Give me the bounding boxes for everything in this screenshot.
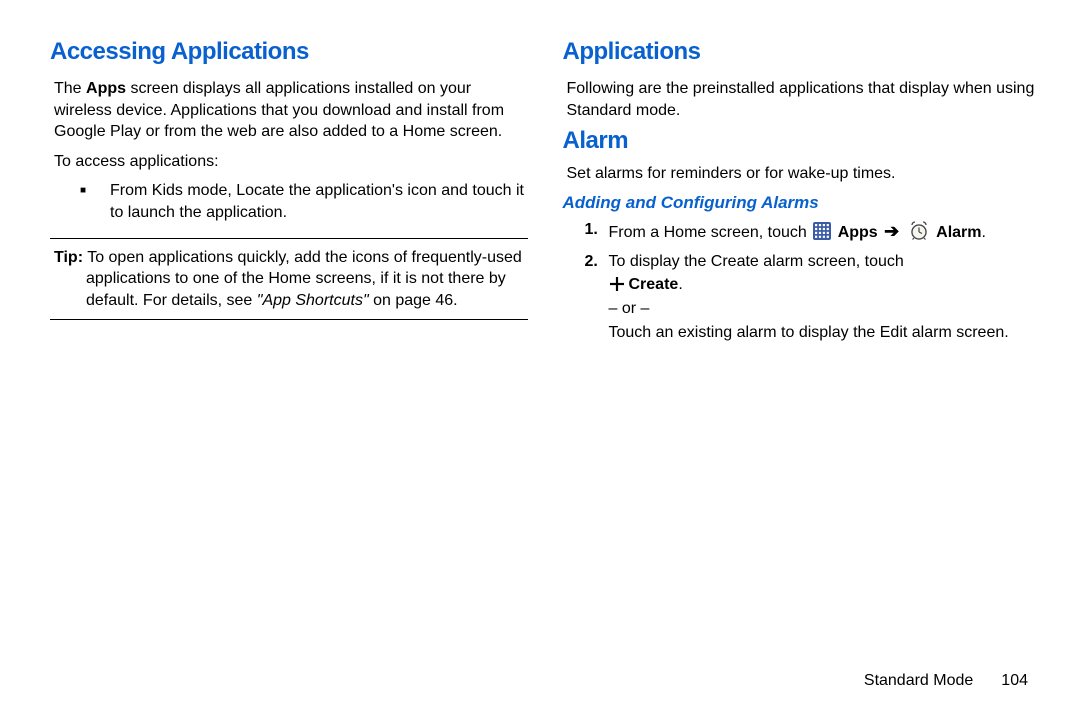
footer-page-number: 104 <box>1001 672 1028 689</box>
text-fragment: To display the Create alarm screen, touc… <box>609 253 904 270</box>
create-label: Create <box>629 276 679 293</box>
alarm-label: Alarm <box>936 224 981 241</box>
para-set-alarms: Set alarms for reminders or for wake-up … <box>567 163 1041 185</box>
footer-section-label: Standard Mode <box>864 672 973 689</box>
para-touch-existing: Touch an existing alarm to display the E… <box>609 322 1041 344</box>
step-1: 1. From a Home screen, touch Apps <box>585 219 1041 247</box>
step-body: To display the Create alarm screen, touc… <box>609 251 1041 296</box>
heading-adding-configuring: Adding and Configuring Alarms <box>563 193 1041 213</box>
tip-label: Tip: <box>54 249 83 266</box>
apps-label: Apps <box>838 224 878 241</box>
bullet-text: From Kids mode, Locate the application's… <box>110 180 528 223</box>
manual-page: Accessing Applications The Apps screen d… <box>0 0 1080 344</box>
text-fragment: . <box>982 224 986 241</box>
or-separator: – or – <box>609 300 1041 318</box>
text-fragment: . <box>678 276 682 293</box>
apps-grid-icon <box>813 222 831 247</box>
tip-block: Tip: To open applications quickly, add t… <box>50 238 528 321</box>
right-column: Applications Following are the preinstal… <box>563 38 1041 344</box>
arrow-icon: ➔ <box>884 221 899 241</box>
para-preinstalled: Following are the preinstalled applicati… <box>567 78 1041 121</box>
para-to-access: To access applications: <box>54 151 528 173</box>
page-footer: Standard Mode 104 <box>864 672 1028 690</box>
alarm-clock-icon <box>908 220 930 247</box>
plus-icon <box>609 276 625 292</box>
step-2: 2. To display the Create alarm screen, t… <box>585 251 1041 296</box>
tip-link-app-shortcuts[interactable]: "App Shortcuts" <box>257 292 369 309</box>
bullet-marker-icon: ■ <box>80 180 110 223</box>
para-apps-intro: The Apps screen displays all application… <box>54 78 528 143</box>
step-number: 2. <box>585 251 609 296</box>
heading-applications: Applications <box>563 38 1041 66</box>
left-column: Accessing Applications The Apps screen d… <box>50 38 528 344</box>
text-fragment: The <box>54 80 86 97</box>
text-fragment: From a Home screen, touch <box>609 224 812 241</box>
tip-text-post: on page 46. <box>369 292 458 309</box>
step-number: 1. <box>585 219 609 247</box>
heading-accessing-applications: Accessing Applications <box>50 38 528 66</box>
heading-alarm: Alarm <box>563 127 1041 155</box>
bold-apps-word: Apps <box>86 80 126 97</box>
step-body: From a Home screen, touch Apps ➔ <box>609 219 1041 247</box>
bullet-kids-mode: ■ From Kids mode, Locate the application… <box>80 180 528 223</box>
